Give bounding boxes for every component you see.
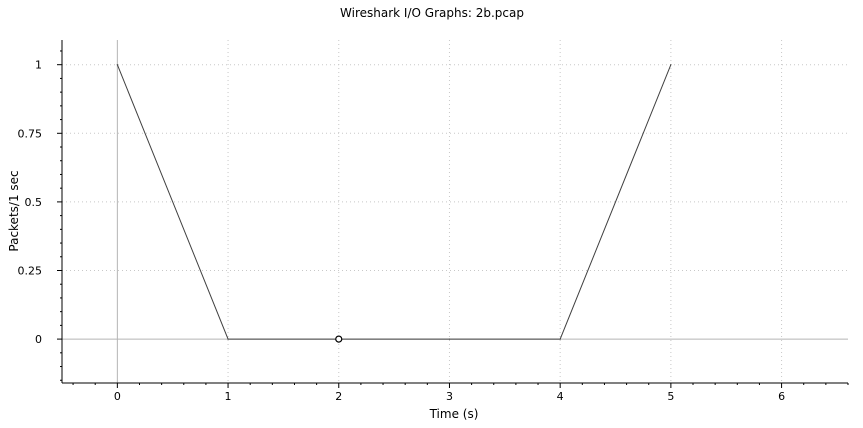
axes	[57, 40, 849, 388]
data-point	[670, 64, 672, 66]
y-axis-label: Packets/1 sec	[7, 170, 21, 251]
chart-title: Wireshark I/O Graphs: 2b.pcap	[340, 6, 524, 20]
y-tick-label: 0	[35, 333, 42, 346]
x-tick-label: 2	[335, 390, 342, 403]
x-tick-label: 5	[667, 390, 674, 403]
x-tick-label: 4	[557, 390, 564, 403]
y-tick-label: 0.75	[18, 127, 43, 140]
series-layer	[116, 64, 672, 343]
x-tick-label: 1	[225, 390, 232, 403]
tick-labels: 0 1 2 3 4 5 6 0 0.25 0.5 0.75 1	[18, 59, 786, 403]
y-tick-label: 0.5	[25, 196, 43, 209]
x-tick-label: 0	[114, 390, 121, 403]
series-line	[116, 64, 672, 340]
y-tick-label: 0.25	[18, 264, 43, 277]
data-point	[559, 338, 561, 340]
x-tick-label: 6	[778, 390, 785, 403]
x-axis-label: Time (s)	[429, 407, 479, 421]
y-tick-label: 1	[35, 59, 42, 72]
data-point	[227, 338, 229, 340]
x-tick-label: 3	[446, 390, 453, 403]
selected-point-marker	[335, 335, 343, 343]
grid-lines	[62, 40, 848, 383]
data-point	[116, 64, 118, 66]
data-point	[448, 338, 451, 340]
